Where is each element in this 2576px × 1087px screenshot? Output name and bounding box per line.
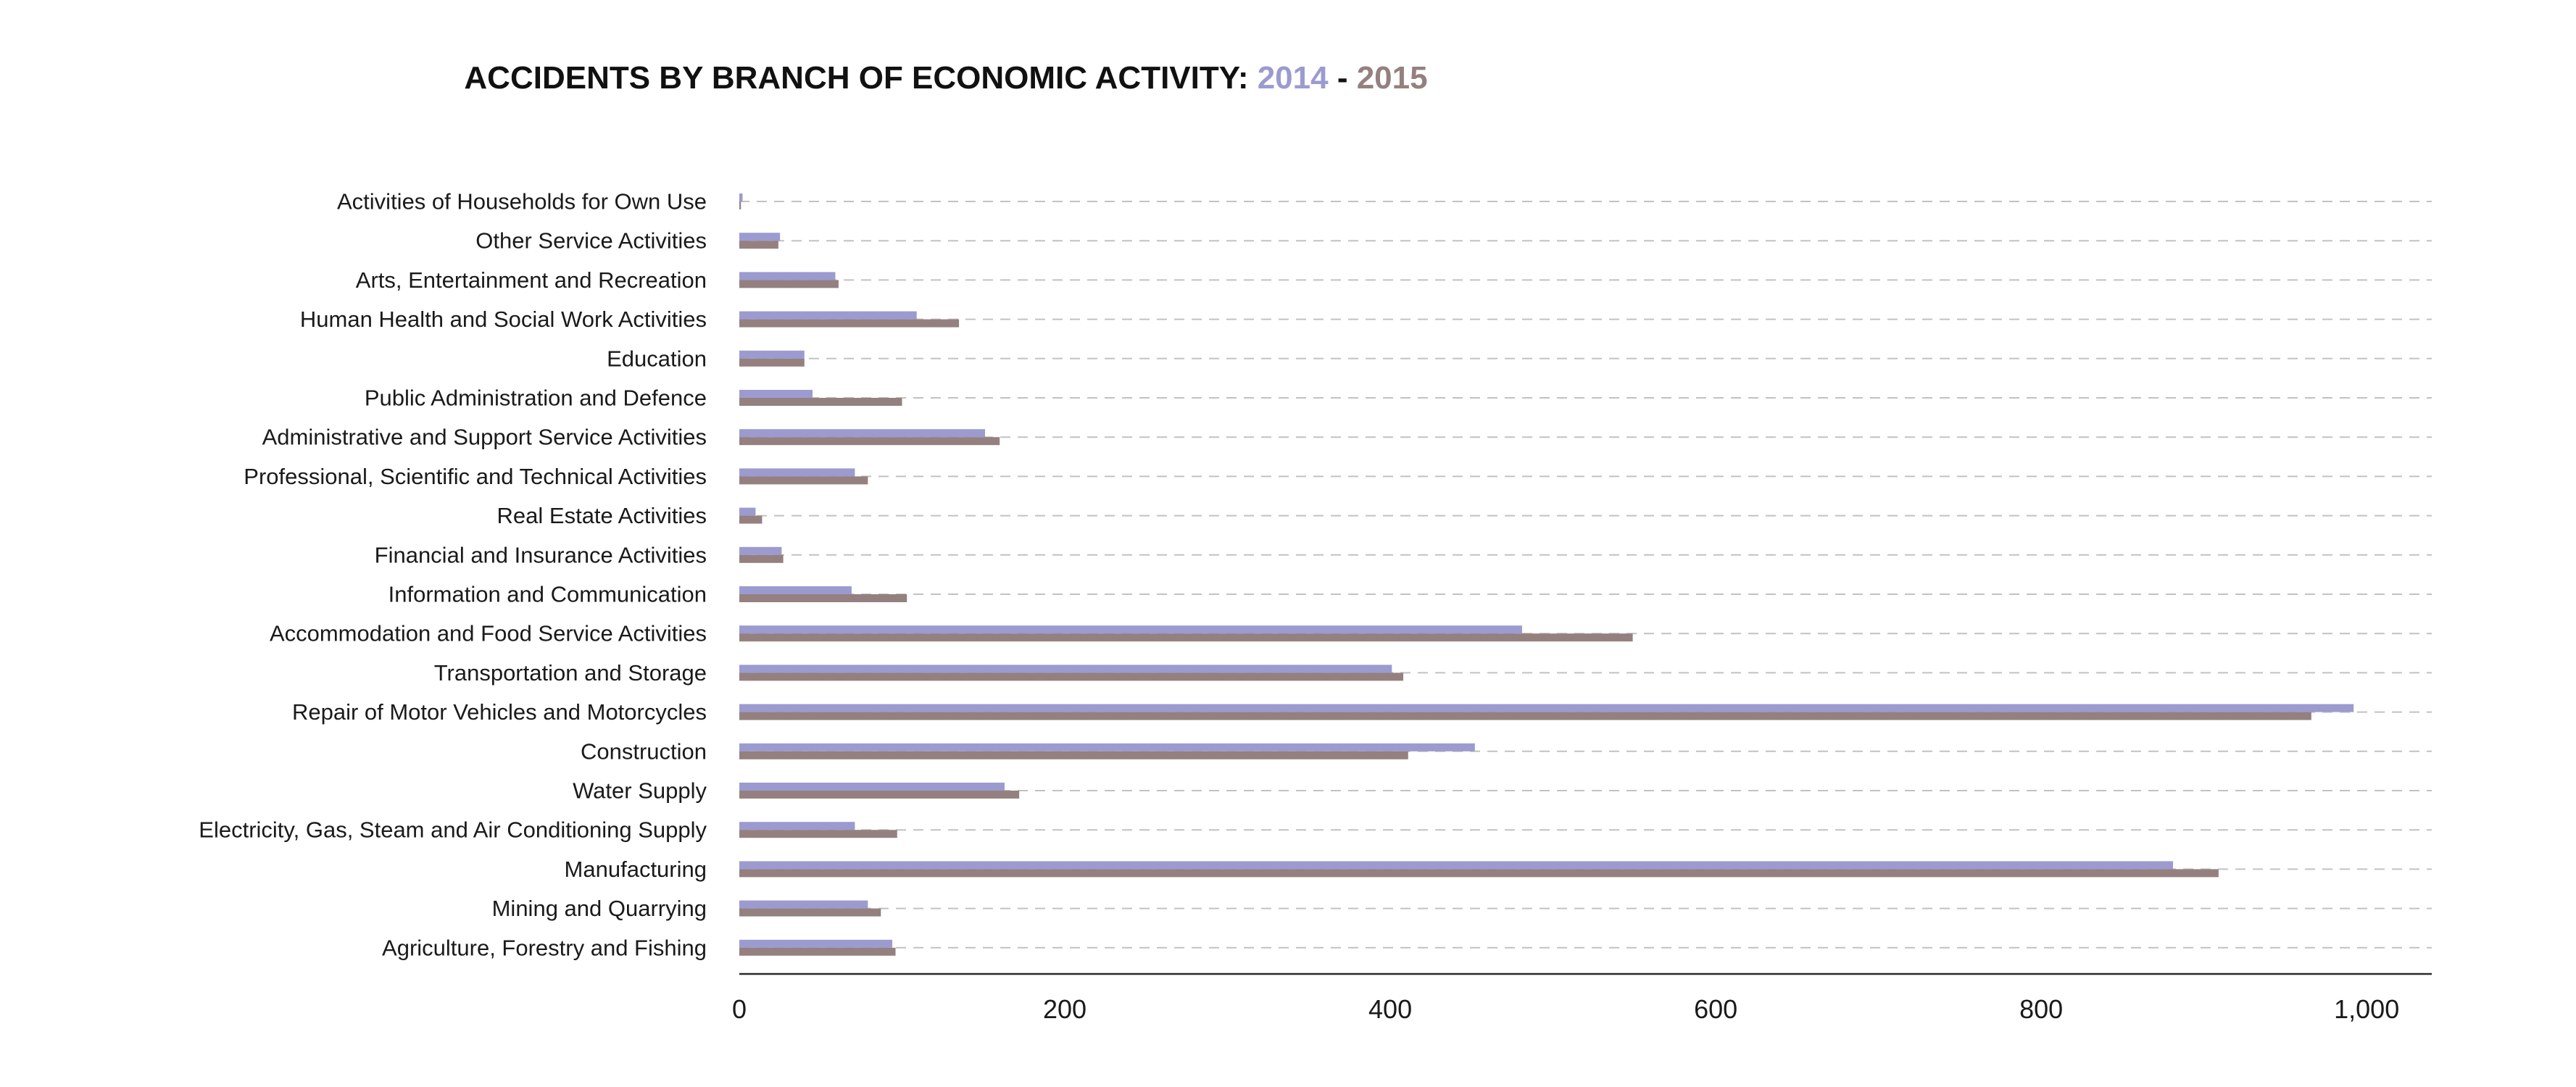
bar-2015 (739, 241, 778, 249)
category-label: Other Service Activities (475, 228, 707, 254)
x-axis: 0 200 400 600 800 1,000 (732, 973, 2432, 1024)
bar-2014 (739, 704, 2354, 712)
bar-2015 (739, 280, 839, 288)
category-label: Transportation and Storage (434, 660, 707, 686)
category-labels: Activities of Households for Own Use Othe… (199, 189, 707, 961)
bar-2015 (739, 908, 881, 917)
bar-2014 (739, 233, 781, 241)
bar-2014 (739, 743, 1475, 751)
chart-title-separator: - (1329, 60, 1357, 96)
category-label: Arts, Entertainment and Recreation (356, 267, 707, 293)
x-tick-label: 800 (2019, 994, 2063, 1024)
category-label: Accommodation and Food Service Activitie… (270, 621, 707, 646)
bar-2015 (739, 594, 907, 602)
category-label: Administrative and Support Service Activ… (262, 425, 707, 450)
bar-2015 (739, 437, 1000, 446)
chart-title: ACCIDENTS BY BRANCH OF ECONOMIC ACTIVITY… (464, 60, 1427, 96)
category-label: Mining and Quarrying (492, 896, 707, 921)
bar-2014 (739, 822, 855, 830)
bar-2014 (739, 900, 868, 909)
category-label: Education (607, 346, 707, 371)
category-label: Financial and Insurance Activities (375, 542, 707, 567)
category-label: Professional, Scientific and Technical A… (244, 464, 707, 489)
bar-2015 (739, 398, 902, 406)
category-label: Electricity, Gas, Steam and Air Conditio… (199, 817, 707, 843)
bar-2014 (739, 783, 1005, 791)
bar-2015 (739, 791, 1020, 799)
chart-title-year-2014: 2014 (1258, 60, 1329, 96)
bar-2014 (739, 507, 756, 516)
x-tick-label: 200 (1043, 994, 1087, 1024)
x-tick-label: 600 (1694, 994, 1737, 1024)
bar-2014 (739, 665, 1392, 673)
chart-title-prefix: ACCIDENTS BY BRANCH OF ECONOMIC ACTIVITY… (464, 60, 1257, 96)
chart-title-year-2015: 2015 (1357, 60, 1428, 96)
category-label: Water Supply (573, 778, 707, 804)
category-label: Repair of Motor Vehicles and Motorcycles (292, 699, 707, 725)
bar-2014 (739, 586, 852, 594)
bar-2014 (739, 939, 893, 948)
bar-2015 (739, 201, 741, 209)
bar-2015 (739, 319, 960, 328)
bar-2014 (739, 546, 782, 555)
x-tick-label: 400 (1368, 994, 1412, 1024)
bar-2014 (739, 429, 986, 438)
category-label: Information and Communication (389, 582, 707, 607)
bar-2015 (739, 633, 1633, 642)
bars (739, 193, 2354, 956)
x-tick-label: 0 (732, 994, 747, 1024)
category-label: Real Estate Activities (497, 503, 707, 528)
category-label: Manufacturing (565, 857, 707, 882)
bar-2014 (739, 390, 813, 398)
bar-2015 (739, 358, 805, 367)
bar-2015 (739, 947, 896, 956)
bar-2014 (739, 193, 743, 201)
bar-2014 (739, 272, 836, 280)
bar-2015 (739, 515, 763, 524)
bar-2014 (739, 861, 2174, 870)
bar-2014 (739, 311, 917, 320)
bar-2015 (739, 869, 2219, 878)
bar-2015 (739, 830, 897, 838)
bar-2015 (739, 476, 868, 485)
bar-2015 (739, 712, 2311, 720)
bar-2014 (739, 625, 1522, 634)
bar-2014 (739, 468, 855, 477)
category-label: Agriculture, Forestry and Fishing (382, 935, 707, 960)
bar-2014 (739, 350, 805, 359)
bar-2015 (739, 672, 1404, 681)
x-tick-label: 1,000 (2334, 994, 2399, 1024)
bar-2015 (739, 554, 784, 563)
category-label: Construction (581, 738, 707, 764)
gridlines (739, 201, 2432, 949)
bar-2015 (739, 751, 1408, 759)
category-label: Human Health and Social Work Activities (300, 307, 707, 332)
category-label: Public Administration and Defence (365, 386, 707, 411)
category-label: Activities of Households for Own Use (337, 189, 707, 215)
